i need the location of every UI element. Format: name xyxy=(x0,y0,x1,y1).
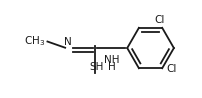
Text: Cl: Cl xyxy=(154,15,164,25)
Text: N: N xyxy=(64,37,72,47)
Text: SH: SH xyxy=(89,62,103,72)
Text: CH$_3$: CH$_3$ xyxy=(24,34,46,48)
Text: NH: NH xyxy=(104,55,119,65)
Text: Cl: Cl xyxy=(166,64,177,74)
Text: H: H xyxy=(108,62,116,72)
